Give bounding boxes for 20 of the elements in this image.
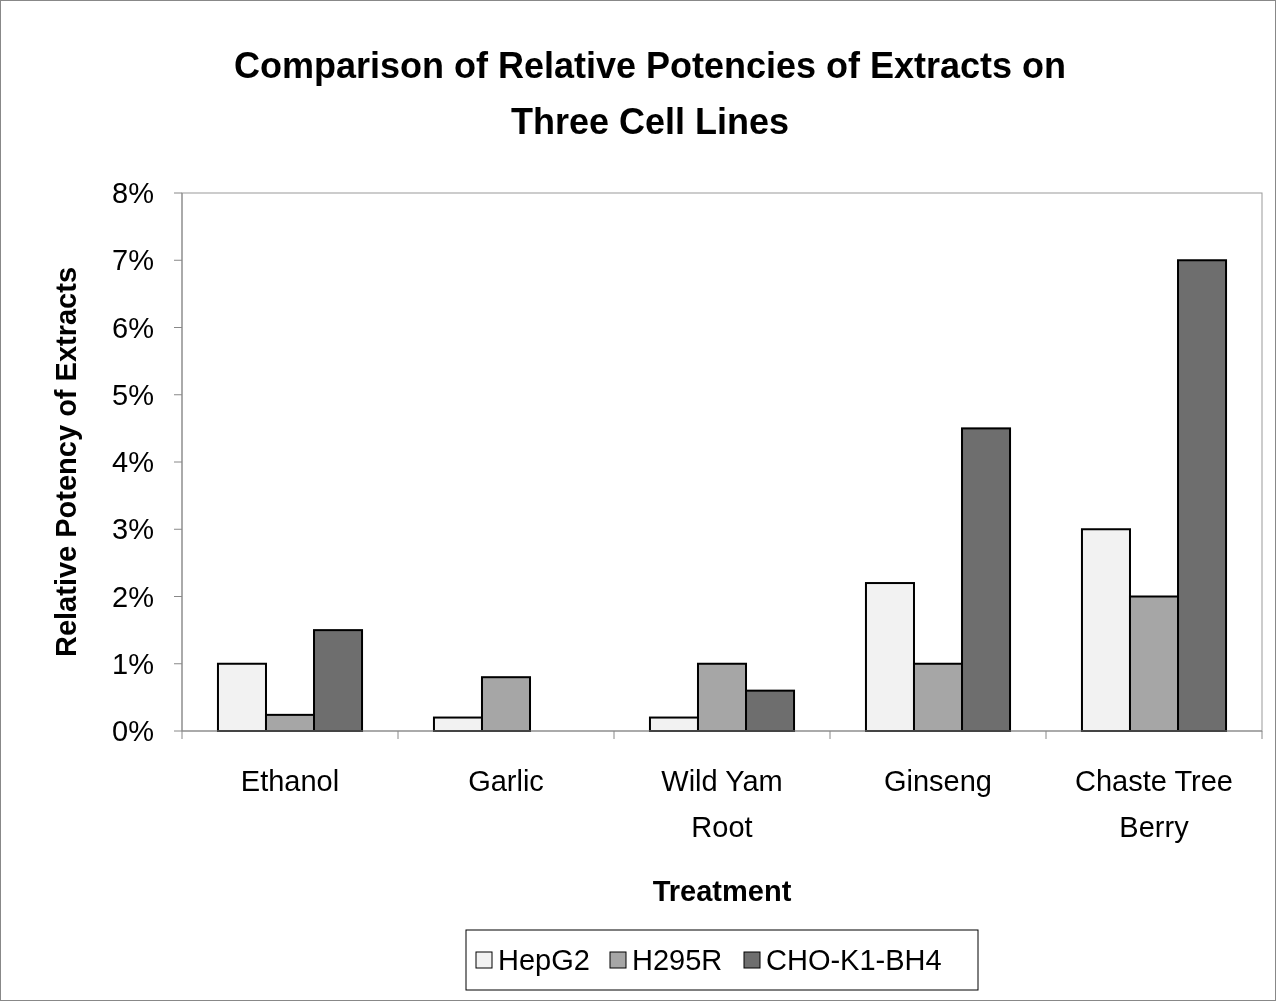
y-tick-label: 7% [112,244,154,277]
legend-label: CHO-K1-BH4 [766,944,942,977]
x-tick-label: Garlic [468,765,544,797]
chart-title: Comparison of Relative Potencies of Extracts on Three Cell Lines [233,45,1067,142]
legend-label: HepG2 [498,944,590,977]
y-tick-label: 2% [112,580,154,613]
x-tick-label: Ethanol [240,765,340,797]
x-tick-label: Ginseng [883,765,993,797]
y-tick-label: 5% [112,378,154,411]
y-tick-label: 6% [112,311,154,344]
y-tick-label: 1% [112,647,154,680]
x-tick-label: Chaste Tree Berry [1075,765,1233,843]
y-tick-label: 0% [112,715,154,748]
x-axis-title: Treatment [652,875,792,907]
x-tick-label: Wild Yam Root [661,765,783,843]
y-tick-label: 4% [112,446,154,479]
legend-label: H295R [632,944,723,977]
y-tick-label: 8% [112,177,154,210]
y-tick-label: 3% [112,513,154,546]
y-axis-title: Relative Potency of Extracts [50,266,82,658]
